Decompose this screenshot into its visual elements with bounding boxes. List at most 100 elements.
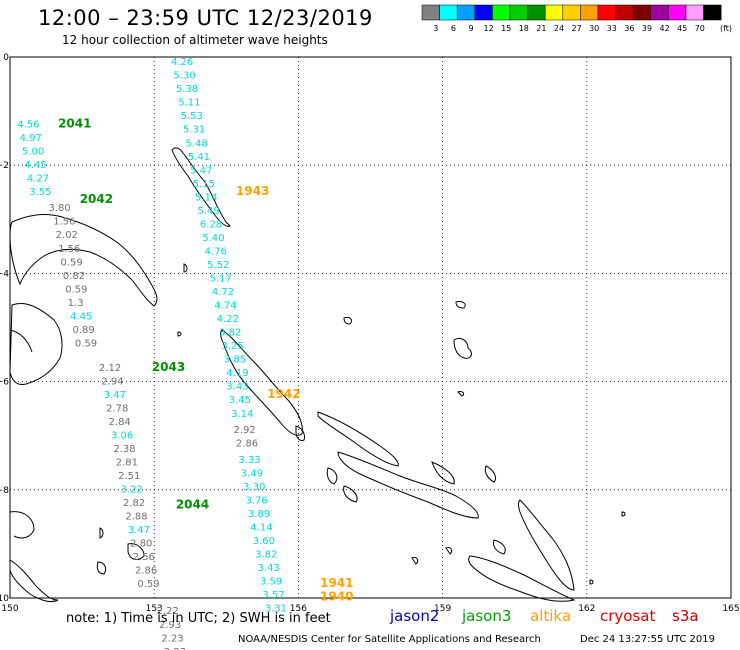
wave-height-value: 5.00 xyxy=(22,146,44,157)
wave-height-value: 5.14 xyxy=(195,192,217,203)
pass-time-label: 2043 xyxy=(152,360,185,374)
legend-label: 15 xyxy=(501,24,511,33)
pass-time-label: 2044 xyxy=(176,498,209,512)
lon-tick-label: 162 xyxy=(578,604,595,614)
wave-height-value: 1.56 xyxy=(58,244,80,255)
pass-time-label: 1942 xyxy=(267,387,300,401)
wave-height-value: 2.38 xyxy=(113,444,135,455)
map-frame xyxy=(9,56,732,599)
wave-height-value: 5.38 xyxy=(176,84,198,95)
wave-height-value: 5.30 xyxy=(173,71,195,82)
wave-height-value: 4.19 xyxy=(226,368,248,379)
wave-height-value: 3.14 xyxy=(231,409,253,420)
legend-label: 45 xyxy=(677,24,687,33)
wave-height-value: 4.74 xyxy=(214,301,236,312)
legend-label: 21 xyxy=(536,24,546,33)
wave-height-value: 0.59 xyxy=(60,257,82,268)
legend-label: 6 xyxy=(451,24,456,33)
wave-height-value: 5.48 xyxy=(185,138,207,149)
legend-label: 24 xyxy=(554,24,564,33)
lon-tick-label: 165 xyxy=(722,604,739,614)
wave-height-value: 3.55 xyxy=(29,187,51,198)
lat-tick-label: −2 xyxy=(0,161,9,171)
lat-tick-label: −8 xyxy=(0,486,9,496)
wave-height-value: 2.12 xyxy=(99,363,121,374)
pass-time-label: 1943 xyxy=(236,184,269,198)
mission-cryosat: cryosat xyxy=(600,607,656,625)
note-text: note: 1) Time is in UTC; 2) SWH is in fe… xyxy=(66,611,331,626)
wave-height-value: 5.15 xyxy=(193,179,215,190)
wave-height-value: 0.59 xyxy=(65,284,87,295)
axis-labels: 150 153 156 159 162 165 0 −2 −4 −6 −8 −10 xyxy=(0,53,740,614)
wave-height-value: 2.94 xyxy=(101,376,123,387)
wave-height-value: 2.86 xyxy=(236,439,258,450)
lat-tick-label: −4 xyxy=(0,269,9,279)
legend-swatch xyxy=(703,4,722,21)
altimeter-tracks: 4.26 5.30 5.38 5.11 5.53 5.31 5.48 5.41 5.47 5.15… xyxy=(17,57,287,650)
wave-height-value: 5.31 xyxy=(183,125,205,136)
wave-height-value: 2.86 xyxy=(135,566,157,577)
wave-height-value: 2.78 xyxy=(106,403,128,414)
wave-height-value: 2.80 xyxy=(130,539,152,550)
wave-height-value: 2.93 xyxy=(159,620,181,631)
legend-label: 9 xyxy=(468,24,473,33)
legend-label: 36 xyxy=(624,24,634,33)
wave-height-value: 5.47 xyxy=(190,165,212,176)
wave-height-value: 1.3 xyxy=(68,298,84,309)
wave-height-value: 3.49 xyxy=(241,468,263,479)
wave-height-value: 2.22 xyxy=(157,606,179,617)
lat-tick-label: −6 xyxy=(0,378,9,388)
wave-height-value: 3.47 xyxy=(128,525,150,536)
wave-height-value: 2.23 xyxy=(161,633,183,644)
wave-height-value: 5.40 xyxy=(202,233,224,244)
wave-height-value: 2.23 xyxy=(164,647,186,650)
wave-height-value: 0.59 xyxy=(75,338,97,349)
wave-height-value: 5.17 xyxy=(209,274,231,285)
pass-time-label: 2042 xyxy=(80,192,113,206)
wave-height-value: 2.92 xyxy=(234,425,256,436)
legend-label: 42 xyxy=(660,24,670,33)
wave-height-value: 3.82 xyxy=(219,328,241,339)
wave-height-value: 3.06 xyxy=(111,430,133,441)
wave-height-value: 4.26 xyxy=(171,57,193,68)
wave-height-value: 4.14 xyxy=(250,522,272,533)
wave-height-value: 0.59 xyxy=(137,579,159,590)
mission-jason2: jason2 xyxy=(390,607,440,625)
pass-time-label: 2041 xyxy=(58,116,91,130)
wave-height-value: 2.02 xyxy=(56,230,78,241)
map-title: 12:00 – 23:59 UTC 12/23/2019 xyxy=(38,6,373,30)
footer-timestamp: Dec 24 13:27:55 UTC 2019 xyxy=(580,634,715,645)
wave-height-value: 3.31 xyxy=(265,604,287,615)
wave-height-value: 2.84 xyxy=(109,417,131,428)
wave-height-value: 2.81 xyxy=(116,457,138,468)
wave-height-value: 2.51 xyxy=(118,471,140,482)
wave-height-value: 3.60 xyxy=(253,536,275,547)
wave-height-value: 5.53 xyxy=(181,111,203,122)
wave-height-value: 5.41 xyxy=(188,152,210,163)
wave-height-value: 3.25 xyxy=(221,341,243,352)
wave-height-value: 4.56 xyxy=(17,119,39,130)
wave-height-value: 3.33 xyxy=(238,455,260,466)
mission-s3a: s3a xyxy=(672,607,699,625)
wave-height-value: 4.72 xyxy=(212,287,234,298)
wave-height-value: 4.76 xyxy=(205,246,227,257)
wave-height-value: 0.89 xyxy=(72,325,94,336)
wave-height-value: 3.47 xyxy=(104,390,126,401)
wave-height-value: 5.49 xyxy=(197,206,219,217)
wave-height-value: 0.82 xyxy=(63,271,85,282)
pass-time-label: 1940 xyxy=(320,590,353,604)
wave-height-value: 3.57 xyxy=(262,590,284,601)
wave-height-value: 3.43 xyxy=(226,382,248,393)
pass-time-label: 1941 xyxy=(320,576,353,590)
wave-height-value: 3.82 xyxy=(255,549,277,560)
lon-tick-label: 159 xyxy=(434,604,451,614)
lon-tick-label: 156 xyxy=(290,604,307,614)
wave-height-value: 3.59 xyxy=(260,576,282,587)
legend-label: 18 xyxy=(519,24,529,33)
map-subtitle: 12 hour collection of altimeter wave hei… xyxy=(62,33,328,47)
legend-label: 33 xyxy=(607,24,617,33)
wave-height-value: 2.56 xyxy=(133,552,155,563)
footer-credit: NOAA/NESDIS Center for Satellite Applica… xyxy=(238,634,541,645)
wave-height-value: 3.30 xyxy=(243,482,265,493)
wave-height-value: 5.52 xyxy=(207,260,229,271)
